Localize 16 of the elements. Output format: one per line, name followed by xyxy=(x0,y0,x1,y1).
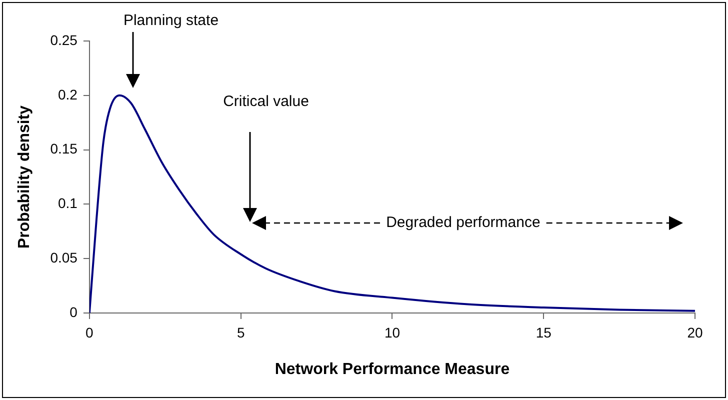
y-tick-label: 0.1 xyxy=(58,195,78,212)
text: Planning state xyxy=(123,12,219,30)
x-tick-label: 10 xyxy=(384,324,400,340)
x-axis-title: Network Performance Measure xyxy=(274,360,510,378)
x-tick-label: 15 xyxy=(536,324,552,340)
x-tick-label: 20 xyxy=(687,324,703,340)
y-tick-label: 0.15 xyxy=(50,140,78,157)
y-tick-label: 0.25 xyxy=(50,32,78,48)
y-tick-label: 0 xyxy=(70,304,78,320)
y-tick-label: 0.05 xyxy=(50,249,78,266)
y-tick-label: 0.2 xyxy=(58,86,78,102)
x-tick-label: 0 xyxy=(86,324,94,340)
annotation: Critical value xyxy=(223,93,309,110)
x-tick-label: 5 xyxy=(236,324,245,340)
y-axis-title: Probability density xyxy=(16,105,34,249)
annotation: Degraded performance xyxy=(386,214,540,232)
